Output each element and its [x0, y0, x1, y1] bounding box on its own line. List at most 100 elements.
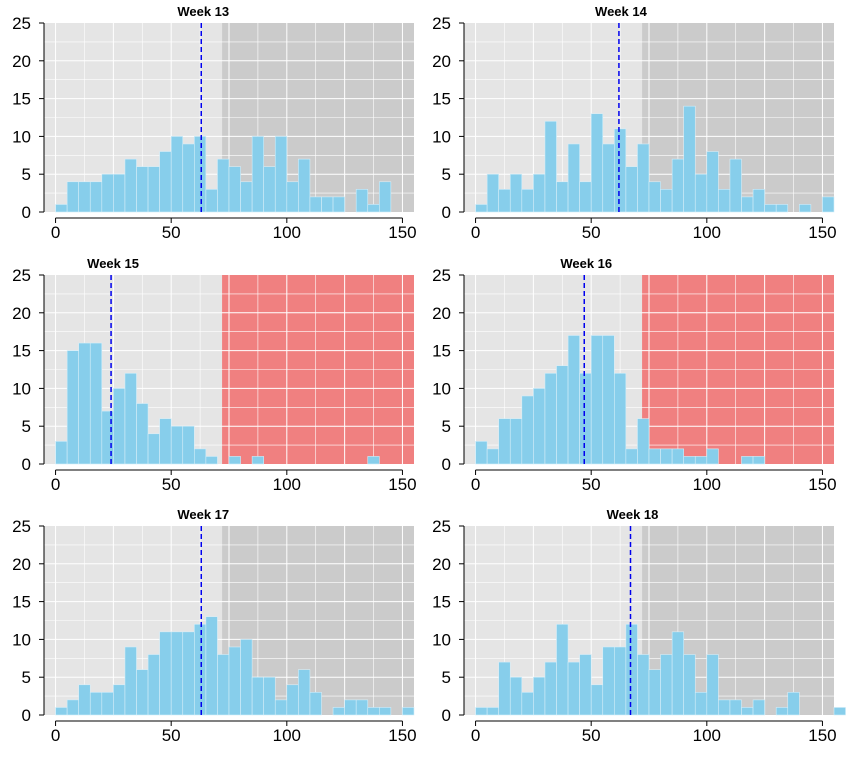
histogram-bar	[671, 631, 684, 716]
histogram-bar	[486, 707, 499, 716]
histogram-bar	[556, 365, 569, 465]
histogram-bar	[521, 189, 534, 213]
histogram-bar	[355, 699, 369, 716]
histogram-bar	[718, 189, 731, 213]
histogram-bar	[228, 646, 241, 716]
histogram-bar	[147, 166, 160, 213]
histogram-bar	[498, 189, 511, 213]
histogram-bar	[136, 669, 149, 716]
histogram-bar	[379, 181, 392, 213]
histogram-bar	[78, 684, 91, 716]
histogram-bar	[89, 692, 103, 716]
y-tick-label: 25	[432, 14, 451, 33]
histogram-bar	[509, 676, 523, 716]
histogram-bar	[475, 441, 488, 465]
x-tick-label: 50	[162, 475, 181, 494]
x-tick-label: 150	[388, 475, 416, 494]
x-tick-label: 0	[51, 223, 60, 242]
histogram-bar	[402, 707, 415, 716]
x-tick-label: 0	[51, 475, 60, 494]
histogram-bar	[228, 166, 241, 213]
histogram-bar	[614, 372, 627, 465]
histogram-bar	[194, 623, 207, 716]
x-tick-label: 150	[388, 223, 416, 242]
x-tick-label: 100	[273, 475, 301, 494]
histogram-bar	[159, 151, 172, 213]
y-tick-label: 5	[442, 668, 451, 687]
histogram-panel-5: 0 5 10 15 20 25 0 50 100 150 Week 17	[12, 507, 417, 745]
histogram-bar	[78, 342, 91, 465]
histogram-bar	[498, 661, 511, 716]
histogram-bar	[147, 433, 160, 465]
histogram-bar	[298, 158, 311, 213]
histogram-bar	[332, 196, 345, 213]
histogram-bar	[55, 441, 68, 465]
panel-title: Week 16	[560, 256, 612, 271]
histogram-bar	[544, 661, 557, 716]
histogram-bar	[533, 676, 546, 716]
x-tick-label: 0	[51, 726, 60, 745]
histogram-bar	[579, 372, 592, 465]
y-tick-label: 15	[432, 342, 451, 361]
x-tick-label: 100	[693, 223, 721, 242]
histogram-bar	[614, 646, 627, 716]
y-tick-label: 0	[22, 706, 31, 725]
histogram-bar	[486, 173, 499, 213]
histogram-bar	[367, 204, 380, 213]
histogram-bar	[799, 204, 812, 213]
histogram-bar	[683, 654, 696, 716]
histogram-bar	[706, 448, 719, 465]
x-tick-label: 150	[808, 475, 836, 494]
histogram-bar	[159, 631, 172, 716]
histogram-bar	[833, 707, 846, 716]
x-tick-label: 100	[273, 223, 301, 242]
histogram-bar	[194, 136, 207, 213]
histogram-bar	[182, 425, 195, 465]
y-tick-label: 5	[442, 417, 451, 436]
histogram-bar	[752, 189, 765, 213]
histogram-bar	[124, 372, 137, 465]
histogram-bar	[741, 707, 754, 716]
histogram-bar	[752, 699, 765, 716]
histogram-bar	[521, 692, 534, 716]
y-tick-label: 0	[22, 455, 31, 474]
y-tick-label: 10	[432, 630, 451, 649]
histogram-bar	[660, 448, 673, 465]
histogram-bar	[355, 189, 369, 213]
histogram-bar	[55, 204, 68, 213]
histogram-bar	[637, 418, 650, 465]
y-tick-label: 0	[442, 455, 451, 474]
histogram-bar	[509, 418, 523, 465]
histogram-bar	[602, 143, 615, 213]
histogram-bar	[182, 631, 195, 716]
histogram-panel-3: 0 5 10 15 20 25 0 50 100 150 Week 15	[12, 256, 417, 494]
panel-title: Week 18	[607, 507, 659, 522]
histogram-bar	[321, 196, 334, 213]
histogram-bar	[706, 151, 719, 213]
histogram-bar	[509, 173, 523, 213]
histogram-bar	[683, 105, 696, 213]
y-tick-label: 0	[442, 203, 451, 222]
histogram-bar	[170, 425, 184, 465]
histogram-bar	[614, 128, 627, 213]
y-tick-label: 10	[432, 379, 451, 398]
panel-title: Week 14	[595, 4, 648, 19]
histogram-bar	[113, 173, 126, 213]
x-tick-label: 100	[693, 475, 721, 494]
histogram-bar	[286, 684, 299, 716]
histogram-bar	[101, 173, 114, 213]
histogram-bar	[671, 158, 684, 213]
histogram-bar	[170, 631, 184, 716]
histogram-bar	[567, 143, 580, 213]
histogram-bar	[556, 623, 569, 716]
histogram-bar	[251, 456, 264, 465]
y-tick-label: 20	[12, 304, 31, 323]
histogram-bar	[274, 136, 288, 213]
histogram-bar	[240, 639, 253, 716]
y-tick-label: 10	[12, 127, 31, 146]
histogram-bar	[648, 181, 661, 213]
histogram-bar	[625, 166, 638, 213]
histogram-bar	[590, 335, 604, 465]
histogram-bar	[66, 181, 79, 213]
